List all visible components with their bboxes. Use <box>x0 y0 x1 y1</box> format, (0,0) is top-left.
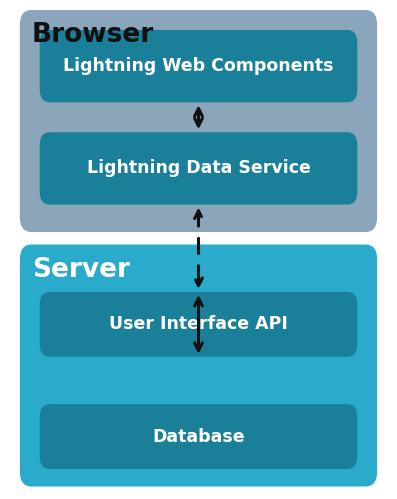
Text: Server: Server <box>32 257 130 283</box>
Text: Lightning Web Components: Lightning Web Components <box>63 57 334 75</box>
FancyBboxPatch shape <box>40 132 357 205</box>
FancyBboxPatch shape <box>40 30 357 102</box>
FancyBboxPatch shape <box>40 292 357 357</box>
FancyBboxPatch shape <box>20 10 377 232</box>
FancyBboxPatch shape <box>40 404 357 469</box>
Text: User Interface API: User Interface API <box>109 315 288 333</box>
Text: Lightning Data Service: Lightning Data Service <box>87 159 310 178</box>
FancyBboxPatch shape <box>20 245 377 487</box>
Text: Browser: Browser <box>32 22 154 48</box>
Text: Database: Database <box>152 428 245 446</box>
